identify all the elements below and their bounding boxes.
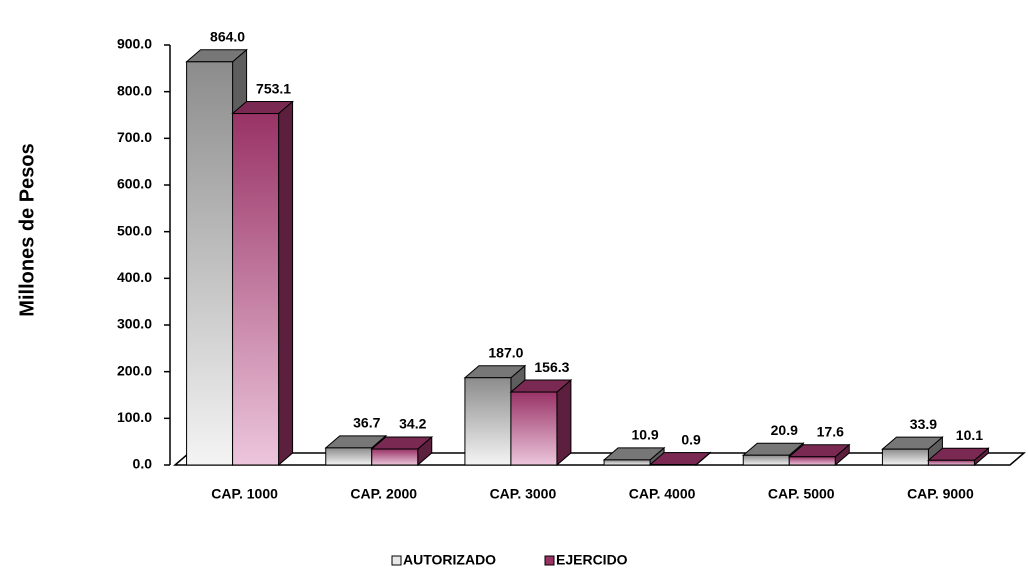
value-label: 10.9 xyxy=(631,427,658,443)
value-label: 187.0 xyxy=(488,344,523,360)
bar xyxy=(881,448,929,466)
x-tick-label: CAP. 5000 xyxy=(768,486,835,502)
y-tick-label: 100.0 xyxy=(117,409,152,425)
bar xyxy=(325,447,373,466)
y-tick-label: 200.0 xyxy=(117,362,152,378)
x-tick-label: CAP. 1000 xyxy=(211,486,278,502)
x-tick-label: CAP. 3000 xyxy=(490,486,557,502)
value-label: 156.3 xyxy=(534,359,569,375)
legend-label: EJERCIDO xyxy=(556,552,628,568)
y-tick-label: 700.0 xyxy=(117,129,152,145)
x-tick-label: CAP. 9000 xyxy=(907,486,974,502)
bar xyxy=(510,391,558,466)
value-label: 10.1 xyxy=(956,427,983,443)
value-label: 753.1 xyxy=(256,80,291,96)
x-tick-label: CAP. 4000 xyxy=(629,486,696,502)
value-label: 0.9 xyxy=(681,431,701,447)
y-tick-label: 300.0 xyxy=(117,316,152,332)
y-tick-label: 600.0 xyxy=(117,176,152,192)
value-label: 20.9 xyxy=(771,422,798,438)
bar xyxy=(927,459,975,466)
value-label: 17.6 xyxy=(817,423,844,439)
value-label: 33.9 xyxy=(910,416,937,432)
x-tick-label: CAP. 2000 xyxy=(350,486,417,502)
y-axis-label: Millones de Pesos xyxy=(16,143,38,316)
value-label: 36.7 xyxy=(353,415,380,431)
bar-side xyxy=(556,378,572,467)
bar xyxy=(788,456,836,466)
legend-swatch xyxy=(544,555,555,566)
legend-swatch xyxy=(391,555,402,566)
value-label: 34.2 xyxy=(399,416,426,432)
bar xyxy=(232,113,280,466)
y-tick-label: 400.0 xyxy=(117,269,152,285)
y-tick-label: 800.0 xyxy=(117,82,152,98)
y-tick-label: 0.0 xyxy=(133,456,153,472)
legend-label: AUTORIZADO xyxy=(403,552,496,568)
value-label: 864.0 xyxy=(210,29,245,45)
y-tick-label: 500.0 xyxy=(117,222,152,238)
bar xyxy=(371,448,419,466)
bar-side xyxy=(278,100,294,467)
y-tick-label: 900.0 xyxy=(117,36,152,52)
bar xyxy=(186,61,234,466)
bar xyxy=(603,459,651,466)
bar xyxy=(464,377,512,466)
bar xyxy=(742,454,790,466)
